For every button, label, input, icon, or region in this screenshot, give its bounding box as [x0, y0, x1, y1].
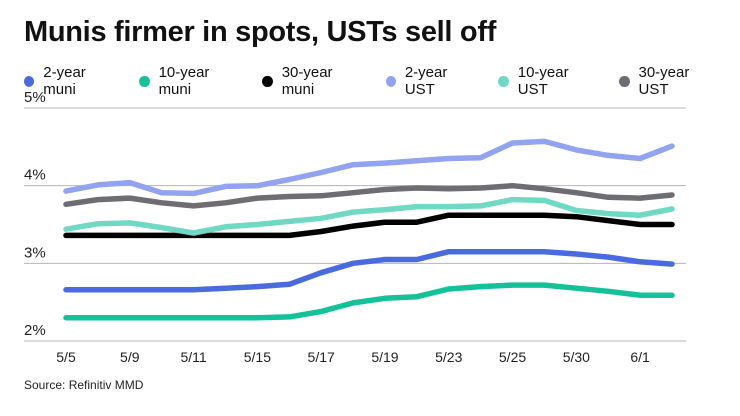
y-tick-label: 5% — [24, 89, 46, 106]
legend-swatch — [262, 75, 273, 87]
series-line-2-year-ust — [63, 138, 675, 197]
legend-item: 30-year muni — [262, 64, 363, 98]
legend-item: 10-year muni — [139, 64, 240, 98]
legend-swatch — [24, 75, 35, 87]
x-tick-label: 5/19 — [371, 349, 398, 365]
y-tick-label: 3% — [24, 244, 46, 261]
legend-label: 2-year muni — [43, 64, 86, 98]
legend-item: 2-year UST — [385, 64, 477, 98]
series-line-30-year-ust — [63, 182, 675, 209]
legend-item: 10-year UST — [498, 64, 597, 98]
legend: 2-year muni 10-year muni 30-year muni 2-… — [24, 64, 740, 98]
series-line-30-year-muni — [63, 212, 675, 239]
legend-swatch — [498, 75, 509, 87]
legend-label: 10-year UST — [517, 64, 569, 98]
legend-item: 30-year UST — [619, 64, 718, 98]
x-tick-label: 5/9 — [120, 349, 140, 365]
y-tick-label: 4% — [24, 167, 46, 184]
x-tick-label: 5/23 — [435, 349, 462, 365]
x-tick-label: 5/5 — [56, 349, 76, 365]
legend-label: 10-year muni — [158, 64, 210, 98]
x-tick-label: 5/30 — [563, 349, 590, 365]
legend-swatch — [139, 75, 150, 87]
series-line-2-year-muni — [63, 248, 675, 293]
x-tick-label: 6/1 — [630, 349, 650, 365]
x-tick-label: 5/17 — [308, 349, 335, 365]
chart-title: Munis firmer in spots, USTs sell off — [24, 16, 497, 48]
legend-label: 30-year UST — [638, 64, 690, 98]
series-line-10-year-ust — [63, 196, 675, 236]
source-note: Source: Refinitiv MMD — [24, 378, 144, 392]
x-tick-label: 5/15 — [244, 349, 271, 365]
y-tick-label: 2% — [24, 322, 46, 339]
legend-item: 2-year muni — [24, 64, 117, 98]
legend-swatch — [619, 75, 630, 87]
series-line-10-year-muni — [63, 282, 675, 321]
legend-swatch — [385, 75, 396, 87]
x-tick-label: 5/11 — [180, 349, 206, 365]
legend-label: 2-year UST — [404, 64, 448, 98]
legend-label: 30-year muni — [281, 64, 333, 98]
x-tick-label: 5/25 — [499, 349, 526, 365]
